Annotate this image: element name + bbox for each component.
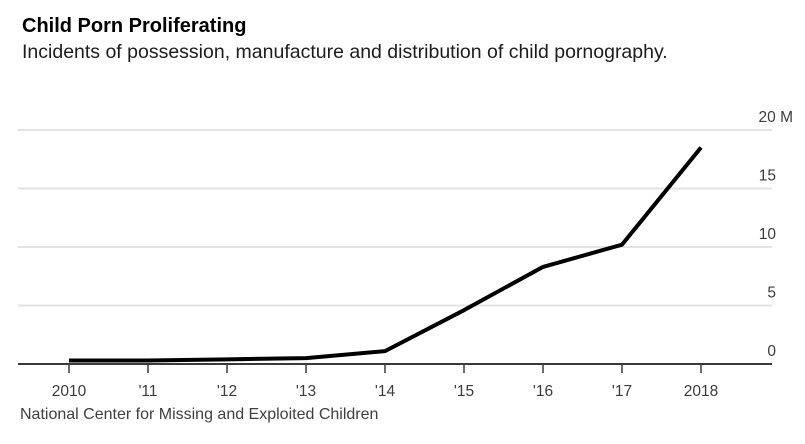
x-axis-label: '14 <box>375 383 396 400</box>
y-axis-label: 20 M <box>759 109 793 126</box>
x-axis-label: '13 <box>296 383 316 400</box>
x-axis-label: '11 <box>138 383 157 400</box>
y-axis-label: 5 <box>767 285 776 302</box>
x-axis-label: 2010 <box>52 383 87 400</box>
x-axis-label: 2018 <box>684 383 718 400</box>
source-note: National Center for Missing and Exploite… <box>20 406 379 423</box>
x-axis-label: '17 <box>612 383 632 400</box>
y-axis-label: 10 <box>759 226 777 243</box>
y-axis-label: 0 <box>767 343 776 360</box>
x-axis-label: '16 <box>533 383 553 400</box>
y-axis-label: 15 <box>759 168 776 185</box>
x-axis-label: '12 <box>217 383 237 400</box>
chart-subtitle: Incidents of possession, manufacture and… <box>22 41 668 63</box>
x-axis-label: '15 <box>454 383 474 400</box>
data-line <box>69 146 703 363</box>
chart-title: Child Porn Proliferating <box>22 15 247 37</box>
